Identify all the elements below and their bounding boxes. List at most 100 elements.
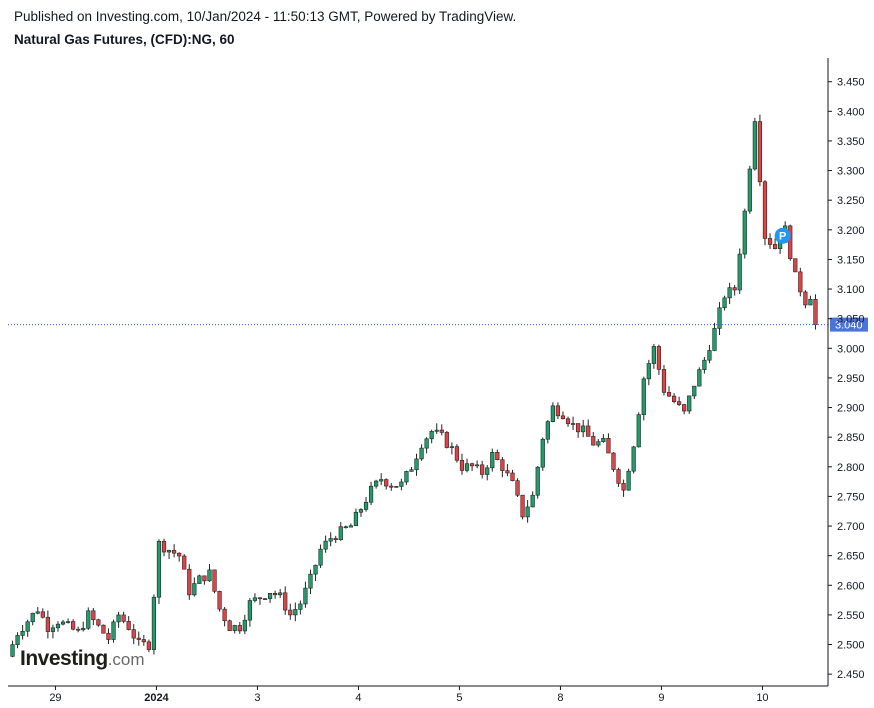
time-tick-label: 5 (456, 692, 462, 704)
candle (25, 619, 30, 637)
candle-body (727, 287, 732, 299)
candle (798, 267, 803, 297)
candle (702, 357, 707, 374)
candle-body (15, 635, 20, 645)
candle (621, 479, 626, 497)
candle (793, 258, 798, 273)
candle-body (121, 614, 126, 622)
price-tick-label: 2.950 (837, 373, 865, 385)
candle (480, 460, 485, 479)
candle-body (767, 238, 773, 245)
time-tick-label: 2024 (144, 692, 169, 704)
candle (596, 439, 601, 448)
candle (288, 603, 293, 620)
candle (677, 396, 682, 406)
candle (540, 437, 545, 471)
candle (752, 117, 757, 171)
candle-body (722, 297, 727, 309)
candle-body (581, 425, 586, 433)
candle-body (813, 299, 818, 325)
candle-body (212, 569, 217, 592)
candle-body (671, 395, 677, 402)
candle (586, 419, 591, 437)
price-tick-label: 2.550 (837, 610, 865, 622)
candle-body (358, 509, 364, 513)
candle-body (459, 459, 465, 471)
candle (520, 494, 525, 520)
candle (30, 612, 35, 626)
candle (626, 468, 631, 491)
candle-body (126, 621, 131, 630)
candle (348, 523, 353, 528)
candle (363, 496, 369, 512)
candle-body (550, 405, 555, 422)
price-tick-label: 2.900 (837, 403, 865, 415)
candle-body (631, 446, 636, 472)
candle-body (91, 610, 96, 621)
candle (192, 577, 197, 597)
candle-body (86, 610, 91, 629)
candle (293, 602, 298, 622)
candle (530, 491, 535, 508)
candle (788, 224, 793, 261)
candle (717, 302, 722, 336)
candle-body (626, 470, 631, 491)
candle (555, 402, 561, 420)
candle (803, 290, 808, 309)
candle-body (237, 625, 242, 632)
candle (126, 616, 131, 631)
price-tick-label: 2.450 (837, 669, 865, 681)
candle-body (475, 464, 480, 467)
candle-body (545, 421, 550, 440)
candle-body (449, 446, 454, 448)
candle-body (338, 526, 343, 541)
candle (131, 624, 136, 645)
candle (646, 359, 651, 386)
candle (490, 448, 495, 472)
candle-body (288, 609, 293, 616)
candle-body (480, 464, 485, 475)
candle (35, 607, 40, 615)
last-price-tag (830, 317, 868, 332)
candle-body (646, 363, 651, 380)
candle (641, 376, 646, 421)
candle (591, 432, 596, 446)
price-tick-label: 3.250 (837, 195, 865, 207)
price-tick-label: 3.450 (837, 77, 865, 89)
candle (772, 238, 778, 250)
candle-body (55, 623, 61, 629)
candle-body (197, 575, 202, 584)
candle-body (71, 621, 76, 630)
candle-body (414, 458, 419, 471)
p-marker[interactable] (774, 227, 791, 244)
candle-body (656, 346, 662, 370)
candle (449, 442, 454, 455)
candle (91, 607, 96, 626)
candle (606, 433, 611, 454)
candle (40, 608, 45, 619)
candle-body (762, 181, 768, 239)
candle-body (661, 369, 667, 393)
price-tick-label: 2.800 (837, 462, 865, 474)
candle (712, 322, 717, 352)
candle-body (404, 471, 409, 483)
candle-body (141, 639, 146, 643)
candle (343, 525, 348, 529)
candle (737, 248, 742, 295)
candle (495, 449, 500, 461)
candle (384, 478, 389, 490)
candle-body (621, 483, 626, 491)
candle (50, 624, 56, 639)
candle (197, 574, 202, 584)
candle-body (313, 564, 318, 575)
candle-body (611, 452, 616, 470)
candle (464, 458, 470, 473)
candle-body (641, 378, 646, 415)
time-tick-label: 29 (49, 692, 61, 704)
candle (278, 589, 283, 598)
candle-body (111, 621, 116, 640)
candle (182, 554, 187, 570)
candle-body (540, 438, 545, 468)
candle (505, 464, 510, 477)
candle-body (772, 244, 778, 249)
